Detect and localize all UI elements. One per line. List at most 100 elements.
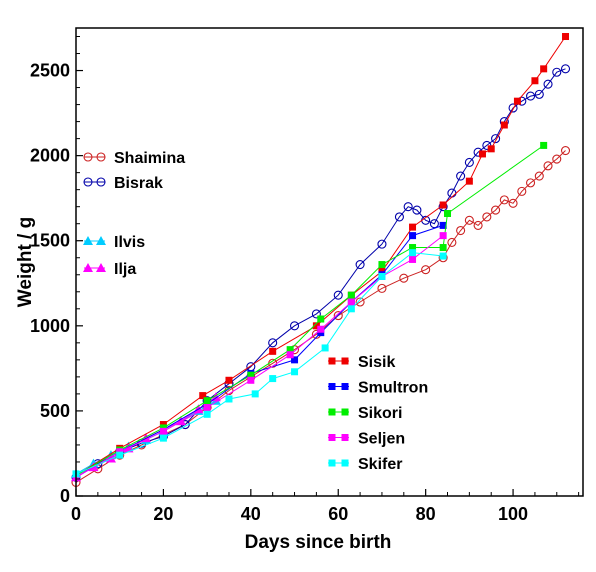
skifer-point: [251, 390, 259, 398]
shaimina-point: [508, 198, 518, 208]
y-tick-label: 2500: [30, 61, 70, 81]
shaimina-point: [473, 220, 483, 230]
sikori-point: [203, 397, 211, 405]
bisrak-point: [412, 205, 422, 215]
shaimina-point: [333, 311, 343, 321]
seljen-point: [247, 376, 255, 384]
seljen-point: [347, 298, 355, 306]
sisik-point: [269, 347, 277, 355]
shaimina-point: [421, 265, 431, 275]
sikori-point: [286, 346, 294, 354]
bisrak-point: [456, 171, 466, 181]
y-tick-label: 1000: [30, 316, 70, 336]
sikori-point: [247, 371, 255, 379]
series-bisrak: [71, 64, 571, 482]
x-tick-label: 80: [416, 504, 436, 524]
x-tick-label: 40: [241, 504, 261, 524]
legend-label: Skifer: [358, 456, 402, 473]
sisik-point: [562, 33, 570, 41]
sisik-point: [312, 322, 320, 330]
legend-label: Ilja: [114, 261, 136, 278]
bisrak-point: [526, 91, 536, 101]
y-tick-label: 0: [60, 486, 70, 506]
legend-label: Seljen: [358, 431, 405, 448]
bisrak-point: [289, 321, 300, 331]
legend-marker: [83, 236, 93, 245]
sikori-line: [75, 144, 544, 477]
smultron-point: [409, 232, 417, 240]
sisik-point: [409, 223, 417, 231]
legend-middle-left: Ilvis Ilja: [83, 234, 145, 278]
bisrak-point: [491, 134, 501, 144]
bisrak-point: [311, 309, 321, 319]
legend-label: Sisik: [358, 354, 395, 371]
legend-label: Ilvis: [114, 234, 145, 251]
bisrak-point: [534, 89, 544, 99]
legend-entry-bisrak: Bisrak: [83, 175, 163, 192]
legend-label: Sikori: [358, 405, 402, 422]
legend-marker: [96, 263, 106, 272]
bisrak-point: [355, 260, 365, 270]
sikori-point: [444, 209, 452, 217]
legend-layer: Shaimina Bisrak Ilvis Ilja Sisik Smultron Siko…: [83, 150, 428, 473]
skifer-point: [225, 395, 233, 403]
legend-marker: [96, 236, 106, 245]
legend-entry-skifer: Skifer: [328, 456, 402, 473]
sisik-point: [540, 65, 548, 73]
shaimina-point: [355, 297, 365, 307]
bisrak-line: [75, 68, 566, 478]
legend-label: Shaimina: [114, 150, 185, 167]
legend-entry-sisik: Sisik: [328, 354, 395, 371]
sisik-point: [439, 201, 447, 209]
sisik-point: [199, 392, 207, 400]
legend-marker: [341, 434, 349, 441]
legend-marker: [341, 357, 349, 365]
legend-upper-left: Shaimina Bisrak: [83, 150, 185, 192]
legend-label: Bisrak: [114, 175, 163, 192]
x-tick-label: 0: [71, 504, 81, 524]
legend-marker: [83, 177, 93, 187]
sisik-point: [500, 121, 508, 129]
shaimina-line: [75, 150, 566, 483]
y-axis-title: Weight / g: [15, 217, 36, 307]
legend-marker: [328, 408, 336, 416]
shaimina-point: [526, 178, 536, 188]
legend-label: Smultron: [358, 380, 428, 397]
legend-entry-ilja: Ilja: [83, 261, 136, 278]
x-axis-title: Days since birth: [245, 532, 392, 553]
skifer-point: [203, 410, 211, 418]
legend-marker: [96, 177, 106, 187]
bisrak-point: [333, 290, 343, 300]
shaimina-point: [447, 237, 457, 247]
legend-entry-sikori: Sikori: [328, 405, 402, 422]
series-skifer: [72, 249, 447, 478]
seljen-point: [409, 255, 417, 263]
seljen-point: [203, 404, 211, 412]
shaimina-point: [517, 186, 527, 196]
sisik-point: [478, 150, 486, 158]
y-tick-label: 2000: [30, 146, 70, 166]
series-sisik: [72, 33, 570, 480]
sikori-point: [540, 141, 548, 149]
sisik-point: [225, 376, 233, 384]
sisik-point: [513, 97, 521, 105]
bisrak-point: [377, 239, 387, 249]
sikori-point: [378, 261, 386, 269]
legend-marker: [328, 357, 336, 365]
shaimina-point: [464, 215, 474, 225]
shaimina-point: [499, 195, 509, 205]
bisrak-point: [543, 79, 553, 89]
legend-entry-seljen: Seljen: [328, 431, 405, 448]
sisik-point: [531, 77, 539, 85]
sikori-point: [317, 315, 325, 323]
bisrak-point: [429, 219, 439, 229]
bisrak-point: [268, 338, 278, 348]
legend-marker: [341, 408, 349, 416]
x-tick-label: 20: [153, 504, 173, 524]
plot-frame: [75, 27, 584, 497]
sikori-point: [409, 244, 417, 252]
legend-marker: [341, 459, 349, 467]
shaimina-point: [377, 283, 387, 293]
legend-marker: [328, 434, 336, 441]
